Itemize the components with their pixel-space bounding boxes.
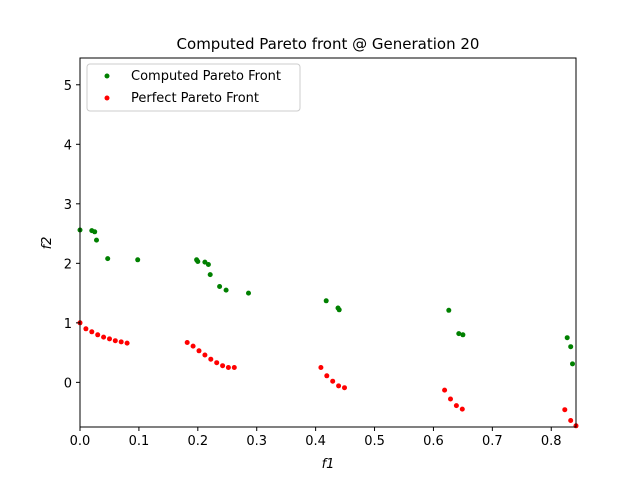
perfect-point-9 — [184, 340, 190, 345]
computed-point-12 — [223, 287, 229, 293]
legend-marker-computed — [104, 73, 110, 79]
computed-point-4 — [105, 256, 111, 262]
computed-point-3 — [94, 237, 99, 243]
data-points — [77, 227, 579, 429]
x-tick-label-4: 0.4 — [305, 434, 326, 449]
y-tick-label-4: 4 — [64, 138, 72, 153]
x-tick-label-8: 0.8 — [541, 434, 562, 449]
perfect-point-1 — [83, 326, 89, 332]
x-axis-ticks: 0.0 0.1 0.2 0.3 0.4 0.5 0.6 0.7 0.8 — [70, 427, 562, 449]
y-axis-ticks: 0 1 2 3 4 5 — [64, 79, 80, 391]
perfect-point-4 — [101, 334, 107, 340]
x-axis-label: f1 — [322, 457, 335, 472]
perfect-point-15 — [220, 363, 226, 369]
computed-point-8 — [202, 259, 208, 265]
perfect-point-24 — [448, 396, 453, 402]
perfect-point-6 — [112, 338, 118, 344]
perfect-point-19 — [324, 373, 330, 379]
computed-point-19 — [460, 332, 466, 338]
perfect-point-18 — [318, 365, 324, 370]
computed-point-22 — [570, 361, 575, 367]
y-tick-label-5: 5 — [64, 79, 72, 94]
perfect-point-8 — [124, 340, 130, 346]
computed-point-16 — [336, 307, 342, 313]
x-tick-label-5: 0.5 — [364, 434, 385, 449]
perfect-point-22 — [342, 385, 347, 391]
perfect-point-11 — [196, 348, 202, 354]
computed-point-11 — [217, 284, 223, 289]
plot-area-frame — [79, 57, 577, 428]
computed-point-21 — [568, 344, 574, 350]
legend-box — [86, 63, 301, 112]
computed-point-5 — [135, 257, 141, 263]
legend-marker-perfect — [104, 95, 110, 101]
perfect-point-7 — [118, 339, 124, 345]
perfect-point-3 — [95, 332, 101, 338]
perfect-point-16 — [225, 365, 231, 370]
perfect-point-20 — [330, 378, 336, 384]
perfect-point-21 — [336, 383, 342, 389]
perfect-point-26 — [459, 406, 465, 412]
x-tick-label-1: 0.1 — [129, 434, 150, 449]
perfect-point-27 — [562, 407, 568, 413]
x-tick-label-2: 0.2 — [187, 434, 208, 449]
computed-point-18 — [456, 331, 462, 337]
computed-point-13 — [246, 290, 251, 296]
perfect-point-10 — [190, 343, 196, 349]
legend-label-perfect: Perfect Pareto Front — [131, 91, 259, 106]
chart-title: Computed Pareto front @ Generation 20 — [177, 35, 480, 53]
perfect-point-23 — [442, 387, 448, 393]
perfect-point-14 — [214, 360, 220, 366]
legend: Computed Pareto Front Perfect Pareto Fro… — [86, 63, 301, 112]
perfect-point-25 — [453, 403, 459, 409]
computed-point-9 — [205, 262, 211, 267]
x-tick-label-0: 0.0 — [70, 434, 91, 449]
y-tick-label-2: 2 — [64, 257, 72, 272]
x-tick-label-3: 0.3 — [246, 434, 267, 449]
legend-label-computed: Computed Pareto Front — [131, 69, 281, 84]
computed-point-14 — [323, 298, 329, 304]
x-tick-label-6: 0.6 — [423, 434, 444, 449]
perfect-point-13 — [208, 356, 214, 362]
y-tick-label-0: 0 — [64, 376, 72, 391]
y-tick-label-1: 1 — [64, 317, 72, 332]
perfect-point-5 — [107, 336, 112, 342]
computed-point-7 — [195, 259, 201, 264]
perfect-point-17 — [231, 365, 237, 370]
computed-point-20 — [564, 335, 570, 341]
perfect-point-12 — [202, 352, 208, 358]
perfect-point-2 — [89, 329, 95, 335]
y-tick-label-3: 3 — [64, 198, 72, 213]
computed-point-10 — [207, 272, 213, 278]
x-tick-label-7: 0.7 — [482, 434, 503, 449]
perfect-point-28 — [568, 418, 574, 423]
computed-point-17 — [446, 307, 452, 313]
computed-point-2 — [92, 229, 98, 235]
y-axis-label: f2 — [40, 237, 55, 250]
